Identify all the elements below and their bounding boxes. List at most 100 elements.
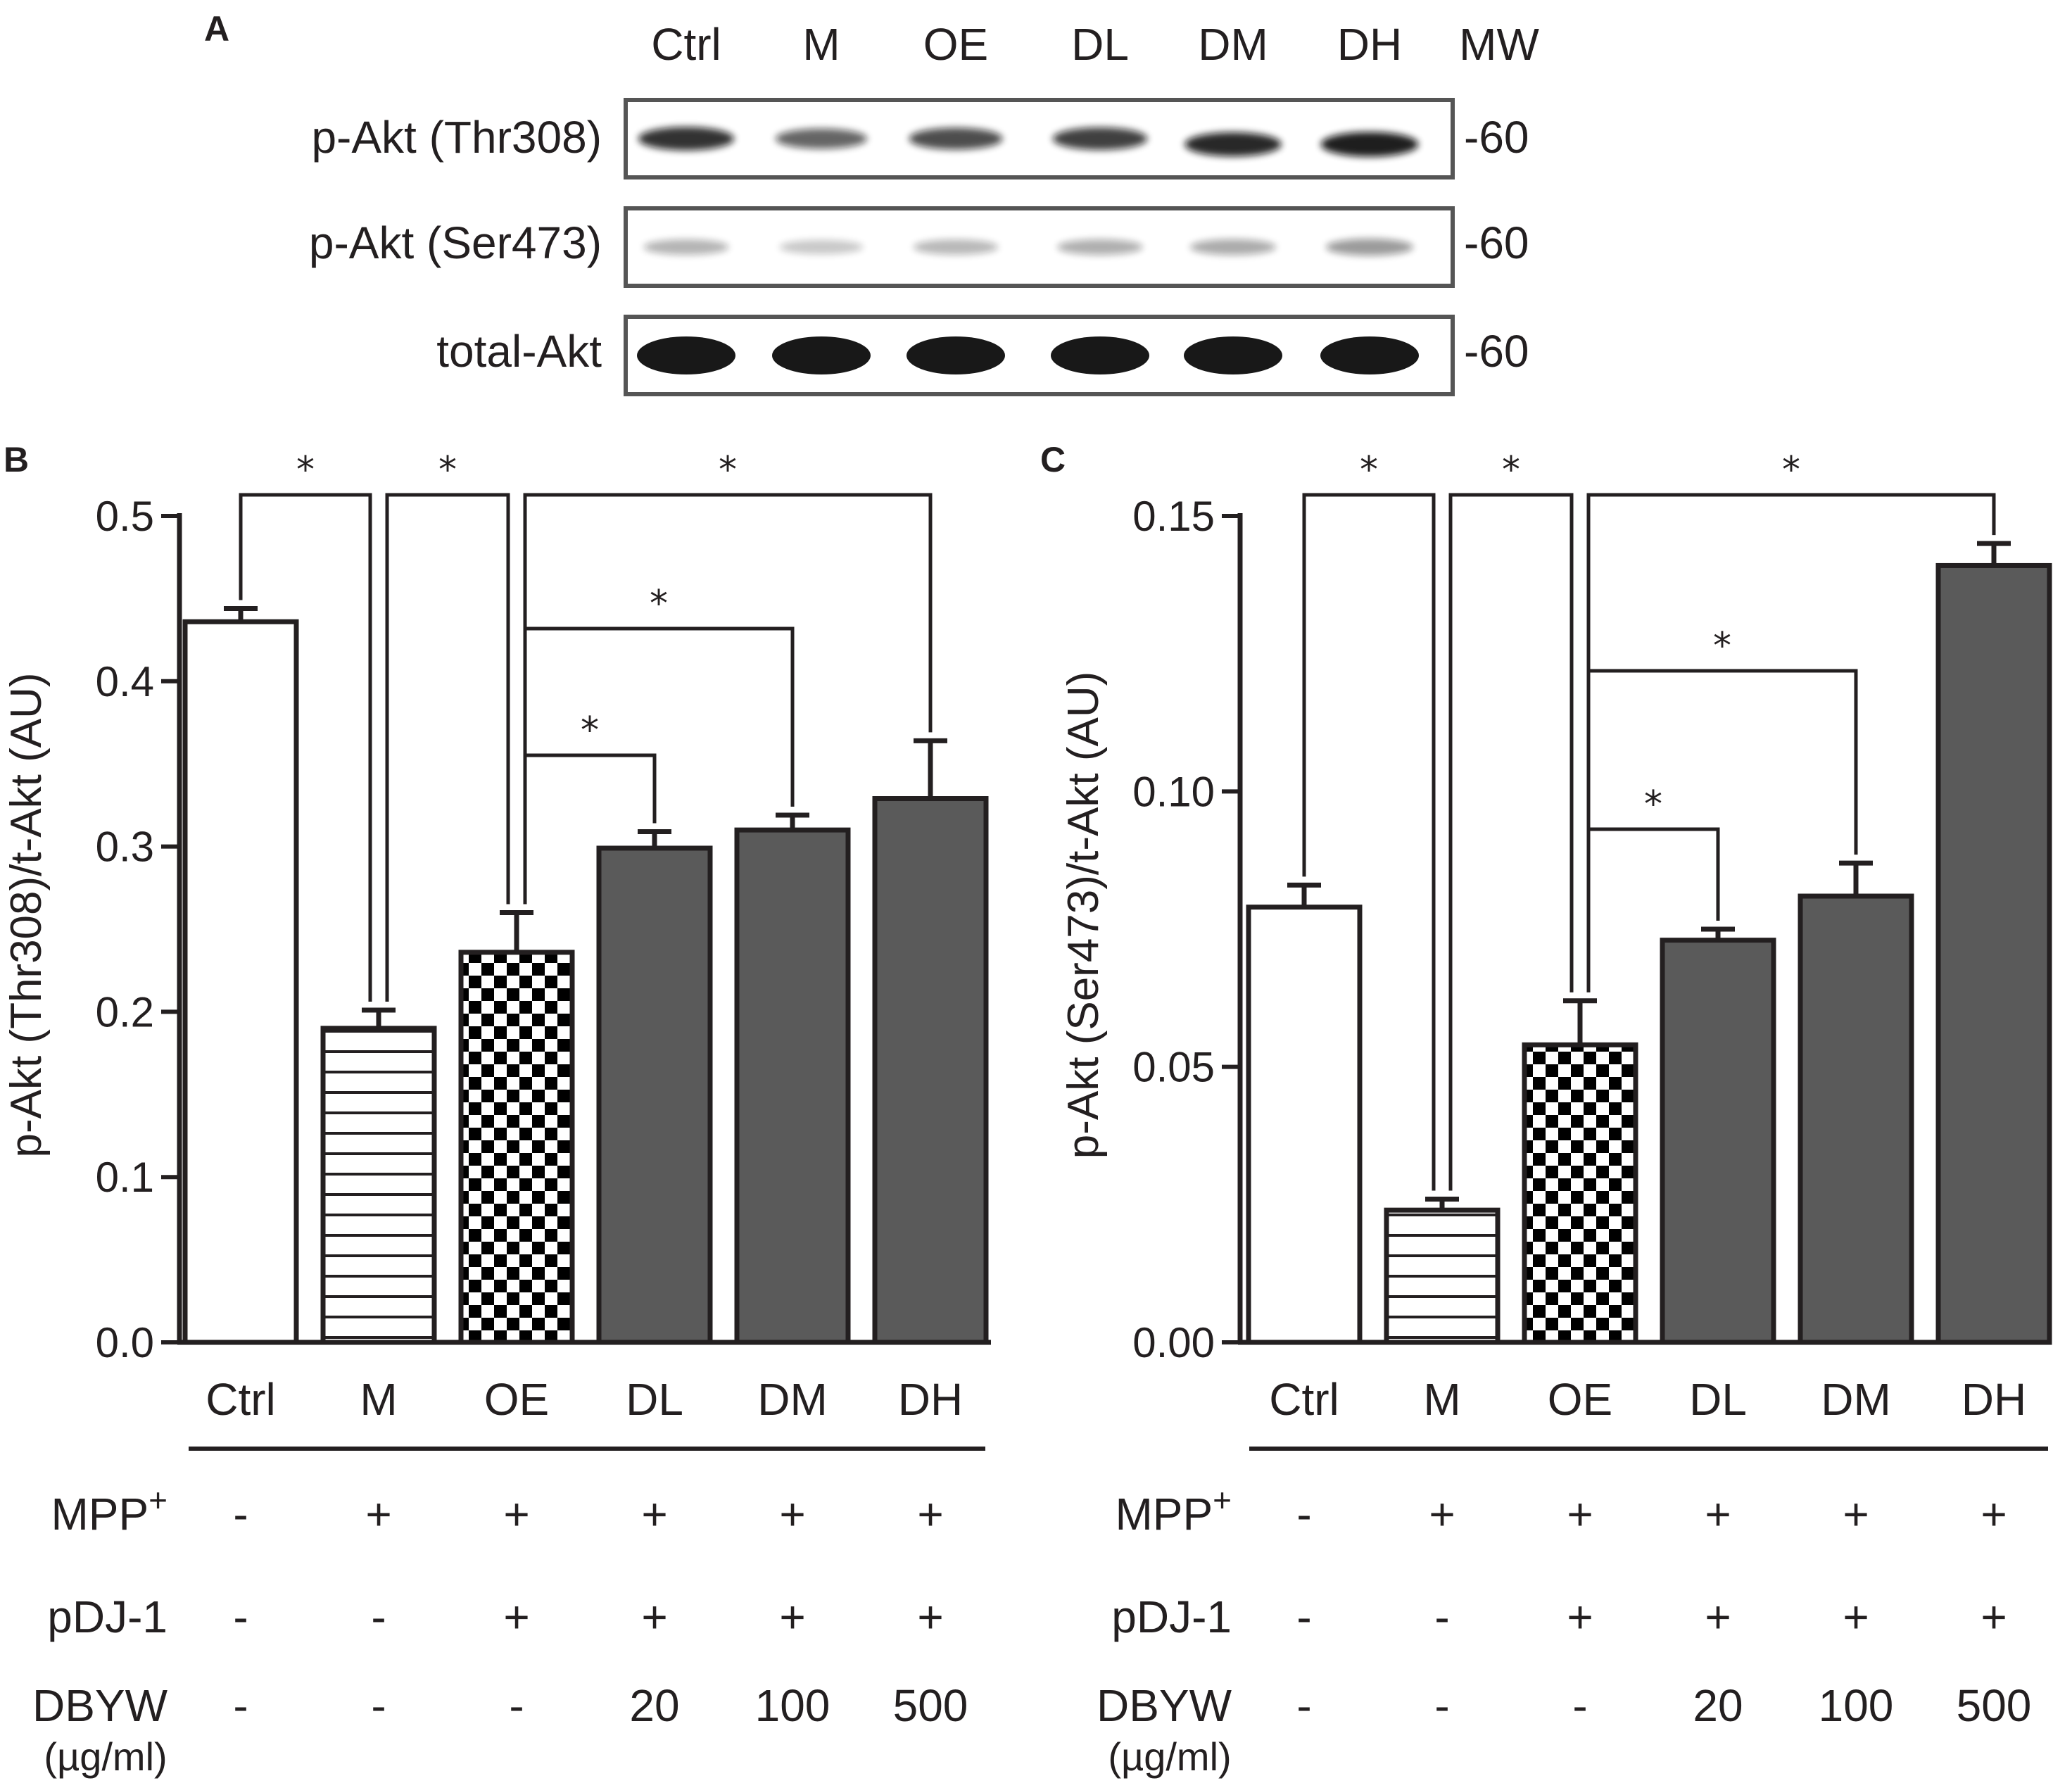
- panel-b-treatment-label-dbyw: DBYW: [32, 1680, 168, 1731]
- panel-b-dbyw-unit: (µg/ml): [44, 1734, 167, 1779]
- lane-label-dm: DM: [1198, 19, 1268, 70]
- panel-b-y-tick-label: 0.4: [96, 658, 154, 705]
- panel-c-bar-dl: [1660, 938, 1776, 1345]
- panel-b-treatment-value: 20: [629, 1680, 679, 1731]
- panel-c-treatment-value: +: [1567, 1592, 1593, 1642]
- panel-b-bar-oe: [458, 950, 575, 1345]
- panel-b-bar-ctrl: [182, 619, 299, 1345]
- panel-b-treatment-label-mpp: MPP+: [51, 1482, 168, 1539]
- panel-c-treatment-value: -: [1296, 1489, 1311, 1539]
- panel-c-treatment-value: -: [1434, 1592, 1449, 1642]
- lane-label-dl: DL: [1071, 19, 1129, 70]
- panel-b-plot: 0.0 0.1 0.2 0.3 0.4 0.5 Ctrl M OE DL DM DH * * * * *: [96, 449, 991, 1425]
- panel-b-treatment-value: +: [641, 1592, 667, 1642]
- blot-frame-thr308: [624, 98, 1455, 179]
- panel-b-treatment-table: MPP+ - + + + + + pDJ-1 - - + + + + DBYW - - - 20 100 500 (µg/…: [32, 1447, 985, 1779]
- panel-c-category-label-m: M: [1423, 1374, 1460, 1425]
- panel-c-treatment-value: +: [1981, 1592, 2007, 1642]
- panel-b-treatment-value: -: [233, 1680, 248, 1731]
- lane-label-oe: OE: [923, 19, 988, 70]
- band-2-dh: [1325, 238, 1414, 256]
- panel-b-treatment-label-pdj-1: pDJ-1: [47, 1592, 168, 1642]
- panel-b-treatment-value: +: [641, 1489, 667, 1539]
- panel-c-treatment-table: MPP+ - + + + + + pDJ-1 - - + + + + DBYW - - - 20 100 500 (µg/…: [1097, 1447, 2048, 1779]
- panel-b-category-label-dl: DL: [626, 1374, 683, 1425]
- panel-c-treatment-value: -: [1296, 1680, 1311, 1731]
- panel-b-y-axis-label: p-Akt (Thr308)/t-Akt (AU): [2, 673, 51, 1158]
- blot-label-thr308: p-Akt (Thr308): [311, 112, 602, 163]
- panel-c-significance-bracket: [1302, 493, 1436, 1191]
- panel-b-bar-dm: [734, 827, 851, 1345]
- panel-c-category-label-dm: DM: [1821, 1374, 1891, 1425]
- panel-b-category-label-oe: OE: [484, 1374, 549, 1425]
- panel-b-bar-dl: [596, 845, 713, 1345]
- panel-b-significance-bracket: [523, 493, 933, 905]
- band-1-oe: [909, 127, 1003, 150]
- panel-c-treatment-value: +: [1705, 1592, 1731, 1642]
- panel-c-significance-star: *: [1360, 449, 1378, 491]
- band-3-dm: [1184, 336, 1282, 374]
- panel-c-treatment-value: 20: [1693, 1680, 1743, 1731]
- panel-c-significance-bracket: [1448, 493, 1574, 1191]
- panel-b-treatment-value: -: [233, 1592, 248, 1642]
- mw-marker-thr308: -60: [1464, 112, 1529, 163]
- panel-c-treatment-value: -: [1434, 1680, 1449, 1731]
- blot-row-thr308: p-Akt (Thr308) -60: [311, 98, 1529, 179]
- panel-c-treatment-value: -: [1572, 1680, 1587, 1731]
- band-1-ctrl: [638, 127, 735, 151]
- panel-c-significance-star: *: [1502, 449, 1520, 491]
- panel-c-treatment-label-mpp: MPP+: [1115, 1482, 1232, 1539]
- panel-b-y-tick-label: 0.5: [96, 493, 154, 540]
- panel-b-y-tick-label: 0.2: [96, 988, 154, 1035]
- panel-c-treatment-value: +: [1705, 1489, 1731, 1539]
- panel-c-significance-bracket: [1588, 827, 1720, 921]
- blot-label-ser473: p-Akt (Ser473): [309, 218, 602, 268]
- band-1-dm: [1185, 132, 1282, 157]
- panel-c-category-label-dh: DH: [1962, 1374, 2026, 1425]
- panel-c-bar-ctrl: [1246, 905, 1363, 1345]
- band-3-dh: [1320, 336, 1419, 374]
- panel-c-bar-dh: [1935, 562, 2052, 1345]
- blot-frame-total-akt: [624, 315, 1455, 396]
- panel-b-significance-bracket: [525, 753, 657, 824]
- panel-b-chart: B p-Akt (Thr308)/t-Akt (AU) 0.0 0.1 0.2 0.3…: [2, 440, 991, 1779]
- panel-b-y-tick-label: 0.3: [96, 824, 154, 871]
- panel-b-treatment-value: +: [503, 1592, 529, 1642]
- panel-b-bar-m: [320, 1026, 437, 1345]
- panel-b-treatment-value: +: [779, 1489, 805, 1539]
- band-3-dl: [1051, 336, 1149, 374]
- panel-b-y-tick-label: 0.0: [96, 1319, 154, 1366]
- panel-c-y-tick-label: 0.00: [1132, 1319, 1215, 1366]
- lane-label-dh: DH: [1337, 19, 1402, 70]
- panel-b-treatment-value: -: [509, 1680, 524, 1731]
- panel-b-significance-star: *: [581, 710, 599, 752]
- panel-c-bar-oe: [1522, 1042, 1638, 1345]
- panel-c-treatment-value: +: [1429, 1489, 1455, 1539]
- panel-b-treatment-value: +: [917, 1592, 943, 1642]
- lane-label-ctrl: Ctrl: [651, 19, 721, 70]
- panel-c-dbyw-unit: (µg/ml): [1108, 1734, 1231, 1779]
- panel-c-treatment-label-pdj-1: pDJ-1: [1111, 1592, 1232, 1642]
- panel-b-significance-star: *: [719, 449, 737, 491]
- panel-b-treatment-value: 100: [755, 1680, 830, 1731]
- panel-c-y-tick-label: 0.15: [1132, 493, 1215, 540]
- bands-thr308: [638, 127, 1419, 157]
- panel-b-bar-dh: [872, 796, 989, 1345]
- band-2-ctrl: [643, 239, 729, 255]
- panel-c-y-tick-label: 0.05: [1132, 1044, 1215, 1091]
- panel-b-treatment-value: -: [233, 1489, 248, 1539]
- band-1-m: [775, 128, 868, 149]
- blot-row-total-akt: total-Akt -60: [436, 315, 1529, 396]
- blot-frame-ser473: [624, 206, 1455, 288]
- panel-b-treatment-value: +: [917, 1489, 943, 1539]
- panel-c-treatment-value: -: [1296, 1592, 1311, 1642]
- band-2-oe: [913, 239, 999, 255]
- panel-b-significance-bracket: [385, 493, 510, 1002]
- panel-b-treatment-value: +: [779, 1592, 805, 1642]
- panel-c-significance-star: *: [1782, 449, 1800, 491]
- panel-c-treatment-value: +: [1981, 1489, 2007, 1539]
- mw-marker-ser473: -60: [1464, 218, 1529, 268]
- panel-b-category-label-dm: DM: [757, 1374, 828, 1425]
- panel-a-letter: A: [204, 9, 229, 49]
